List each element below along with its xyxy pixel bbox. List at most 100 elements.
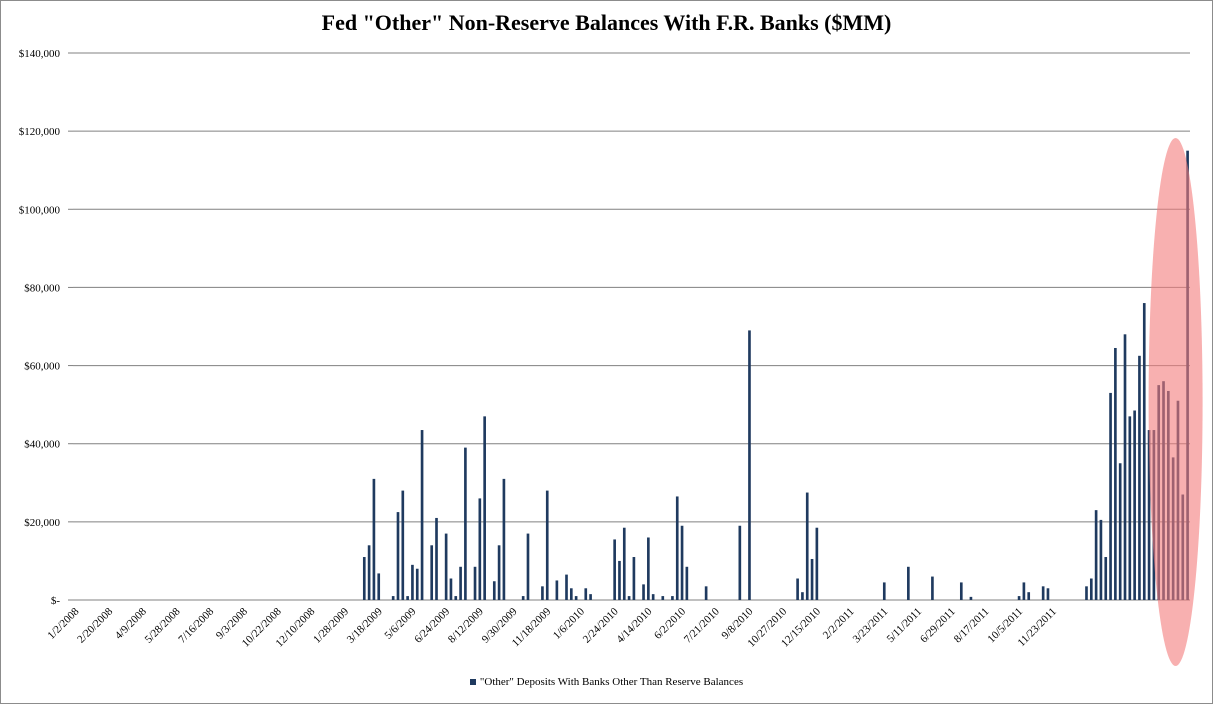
bar: [377, 573, 381, 600]
bar: [1089, 578, 1093, 600]
bar: [969, 596, 973, 600]
y-tick-label: $20,000: [24, 517, 60, 529]
bar: [1041, 586, 1045, 600]
gridlines: [68, 52, 1190, 601]
bar: [1104, 557, 1108, 600]
bar: [632, 557, 636, 600]
bar: [444, 533, 448, 600]
bar: [1109, 392, 1112, 600]
bar: [1118, 463, 1122, 600]
x-tick-label: 8/17/2011: [952, 606, 992, 646]
x-tick-label: 5/28/2008: [143, 605, 183, 645]
y-tick-label: $140,000: [19, 48, 61, 60]
x-tick-label: 7/21/2010: [682, 605, 722, 645]
bar: [459, 566, 462, 600]
bar: [435, 517, 438, 600]
x-tick-label: 2/24/2010: [581, 605, 621, 645]
legend-label: "Other" Deposits With Banks Other Than R…: [479, 676, 744, 688]
bar: [569, 588, 573, 600]
bar: [661, 596, 665, 600]
bar: [391, 596, 395, 600]
legend-swatch: [469, 679, 476, 686]
y-tick-label: $60,000: [24, 361, 60, 373]
x-axis-labels: 1/2/20082/20/20084/9/20085/28/20087/16/2…: [45, 605, 1059, 649]
bar: [362, 557, 366, 600]
y-tick-label: $40,000: [24, 439, 60, 451]
bar: [815, 527, 819, 600]
bar: [589, 594, 592, 600]
bar: [415, 568, 419, 600]
bar: [1147, 430, 1151, 600]
x-tick-label: 4/14/2010: [614, 605, 654, 645]
bar: [651, 594, 655, 600]
bar: [622, 527, 626, 600]
x-tick-label: 8/12/2009: [446, 605, 486, 645]
chart-title: Fed "Other" Non-Reserve Balances With F.…: [321, 10, 892, 35]
bar: [497, 545, 501, 600]
bar: [959, 582, 963, 600]
bar: [931, 576, 934, 600]
x-tick-label: 3/23/2011: [851, 606, 891, 646]
bar: [1046, 588, 1050, 600]
bar: [738, 525, 742, 600]
highlight-annotation: [1148, 138, 1203, 666]
bar: [411, 564, 414, 600]
bar: [367, 545, 371, 600]
bar: [671, 596, 674, 600]
bar: [396, 512, 400, 600]
bar: [1138, 355, 1141, 600]
bar: [1133, 410, 1136, 600]
bar: [478, 498, 482, 600]
bar: [473, 566, 477, 600]
x-tick-label: 5/11/2011: [885, 606, 924, 645]
x-tick-label: 6/24/2009: [412, 605, 452, 645]
bar: [502, 478, 506, 600]
bar: [680, 525, 684, 600]
bar: [430, 545, 434, 600]
bar: [907, 566, 910, 600]
y-tick-label: $100,000: [19, 204, 61, 216]
bar: [1085, 586, 1088, 600]
bar: [704, 586, 708, 600]
bar: [464, 447, 467, 600]
bar: [748, 330, 751, 600]
legend: "Other" Deposits With Banks Other Than R…: [0, 676, 1213, 688]
bar: [796, 578, 799, 600]
bar: [1123, 334, 1127, 600]
bar: [584, 588, 588, 600]
bar: [882, 582, 886, 600]
bar: [406, 596, 409, 600]
bar: [521, 596, 525, 600]
bar: [372, 478, 376, 600]
bar: [642, 584, 645, 600]
bar: [401, 490, 405, 600]
bar: [805, 492, 809, 600]
bars: [362, 150, 1189, 600]
bar: [618, 560, 621, 600]
bar: [526, 533, 530, 600]
bar: [647, 537, 650, 600]
bar: [449, 578, 453, 600]
bar: [492, 581, 496, 600]
bar: [565, 574, 568, 600]
x-tick-label: 6/29/2011: [918, 606, 958, 646]
bar: [1142, 303, 1146, 600]
x-tick-label: 7/16/2008: [176, 605, 216, 645]
bar: [1094, 510, 1098, 600]
bar: [574, 596, 578, 600]
bar: [545, 490, 549, 600]
bar: [420, 430, 424, 600]
bar: [613, 539, 616, 600]
bar: [685, 566, 689, 600]
bar: [1022, 582, 1026, 600]
bar: [555, 580, 559, 600]
x-tick-label: 1/28/2009: [311, 605, 351, 645]
bar: [810, 558, 814, 600]
bar: [541, 586, 544, 600]
y-tick-label: $80,000: [24, 282, 60, 294]
bar: [483, 416, 486, 600]
y-tick-label: $120,000: [19, 126, 61, 138]
bar: [1128, 416, 1132, 600]
